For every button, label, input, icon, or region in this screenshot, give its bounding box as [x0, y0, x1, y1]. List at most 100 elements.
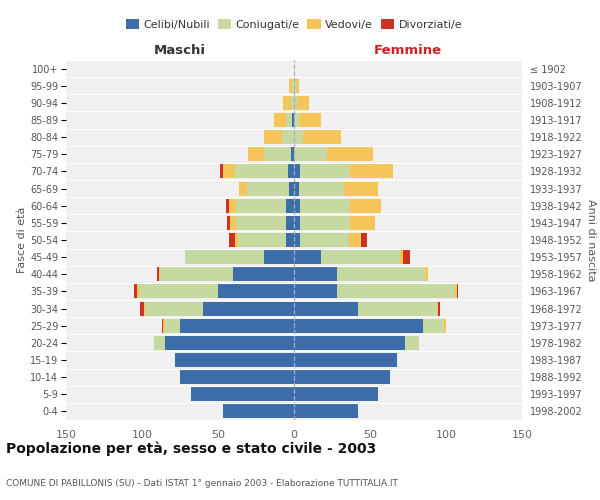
Bar — [291, 148, 294, 162]
Bar — [299, 182, 344, 196]
Bar — [223, 164, 235, 178]
Bar — [137, 284, 139, 298]
Bar — [227, 216, 230, 230]
Bar — [247, 182, 289, 196]
Bar — [294, 336, 405, 350]
Bar — [294, 318, 423, 332]
Bar — [185, 250, 263, 264]
Bar — [286, 216, 294, 230]
Bar — [263, 130, 282, 144]
Bar — [425, 268, 428, 281]
Bar — [239, 182, 247, 196]
Bar — [292, 78, 294, 92]
Bar — [294, 233, 300, 247]
Bar — [294, 216, 300, 230]
Bar — [289, 78, 292, 92]
Bar — [218, 284, 294, 298]
Bar — [175, 353, 294, 367]
Bar — [292, 113, 294, 127]
Bar — [162, 318, 163, 332]
Bar — [220, 164, 223, 178]
Bar — [294, 78, 296, 92]
Bar — [294, 164, 300, 178]
Bar — [235, 164, 288, 178]
Bar — [291, 96, 294, 110]
Bar — [283, 96, 291, 110]
Bar — [236, 216, 286, 230]
Bar — [163, 318, 165, 332]
Bar — [300, 164, 350, 178]
Bar — [145, 302, 203, 316]
Bar — [303, 130, 341, 144]
Bar — [191, 388, 294, 402]
Bar — [157, 268, 159, 281]
Text: Popolazione per età, sesso e stato civile - 2003: Popolazione per età, sesso e stato civil… — [6, 441, 376, 456]
Bar — [344, 182, 377, 196]
Bar — [282, 130, 294, 144]
Bar — [297, 96, 309, 110]
Bar — [439, 302, 440, 316]
Y-axis label: Anni di nascita: Anni di nascita — [586, 198, 596, 281]
Bar — [203, 302, 294, 316]
Bar — [294, 302, 358, 316]
Bar — [226, 198, 229, 212]
Bar — [288, 164, 294, 178]
Bar — [238, 233, 286, 247]
Bar — [263, 250, 294, 264]
Bar — [294, 113, 299, 127]
Bar — [165, 318, 180, 332]
Bar — [349, 233, 361, 247]
Bar — [457, 284, 458, 298]
Bar — [405, 336, 419, 350]
Legend: Celibi/Nubili, Coniugati/e, Vedovi/e, Divorziati/e: Celibi/Nubili, Coniugati/e, Vedovi/e, Di… — [126, 19, 462, 30]
Bar — [143, 302, 145, 316]
Bar — [236, 198, 286, 212]
Bar — [294, 198, 300, 212]
Bar — [289, 182, 294, 196]
Bar — [134, 284, 137, 298]
Bar — [300, 216, 350, 230]
Bar — [233, 268, 294, 281]
Text: COMUNE DI PABILLONIS (SU) - Dati ISTAT 1° gennaio 2003 - Elaborazione TUTTITALIA: COMUNE DI PABILLONIS (SU) - Dati ISTAT 1… — [6, 479, 398, 488]
Bar — [350, 216, 374, 230]
Bar — [229, 198, 236, 212]
Bar — [294, 148, 328, 162]
Bar — [455, 284, 457, 298]
Bar — [445, 318, 446, 332]
Bar — [294, 370, 390, 384]
Bar — [223, 404, 294, 418]
Bar — [294, 250, 322, 264]
Bar — [358, 302, 437, 316]
Bar — [159, 268, 160, 281]
Bar — [286, 233, 294, 247]
Bar — [328, 148, 373, 162]
Bar — [263, 148, 291, 162]
Bar — [294, 96, 297, 110]
Text: Femmine: Femmine — [374, 44, 442, 57]
Bar — [294, 404, 358, 418]
Bar — [294, 130, 303, 144]
Bar — [337, 284, 455, 298]
Bar — [296, 78, 299, 92]
Y-axis label: Fasce di età: Fasce di età — [17, 207, 27, 273]
Bar — [286, 113, 292, 127]
Bar — [248, 148, 263, 162]
Bar — [294, 268, 337, 281]
Bar — [300, 233, 349, 247]
Bar — [294, 353, 397, 367]
Bar — [229, 233, 235, 247]
Bar — [230, 216, 236, 230]
Bar — [180, 370, 294, 384]
Bar — [294, 388, 377, 402]
Bar — [299, 113, 322, 127]
Bar — [180, 318, 294, 332]
Bar — [337, 268, 425, 281]
Bar — [274, 113, 286, 127]
Text: Maschi: Maschi — [154, 44, 206, 57]
Bar — [140, 302, 143, 316]
Bar — [403, 250, 410, 264]
Bar — [154, 336, 165, 350]
Bar — [350, 164, 393, 178]
Bar — [361, 233, 367, 247]
Bar — [437, 302, 439, 316]
